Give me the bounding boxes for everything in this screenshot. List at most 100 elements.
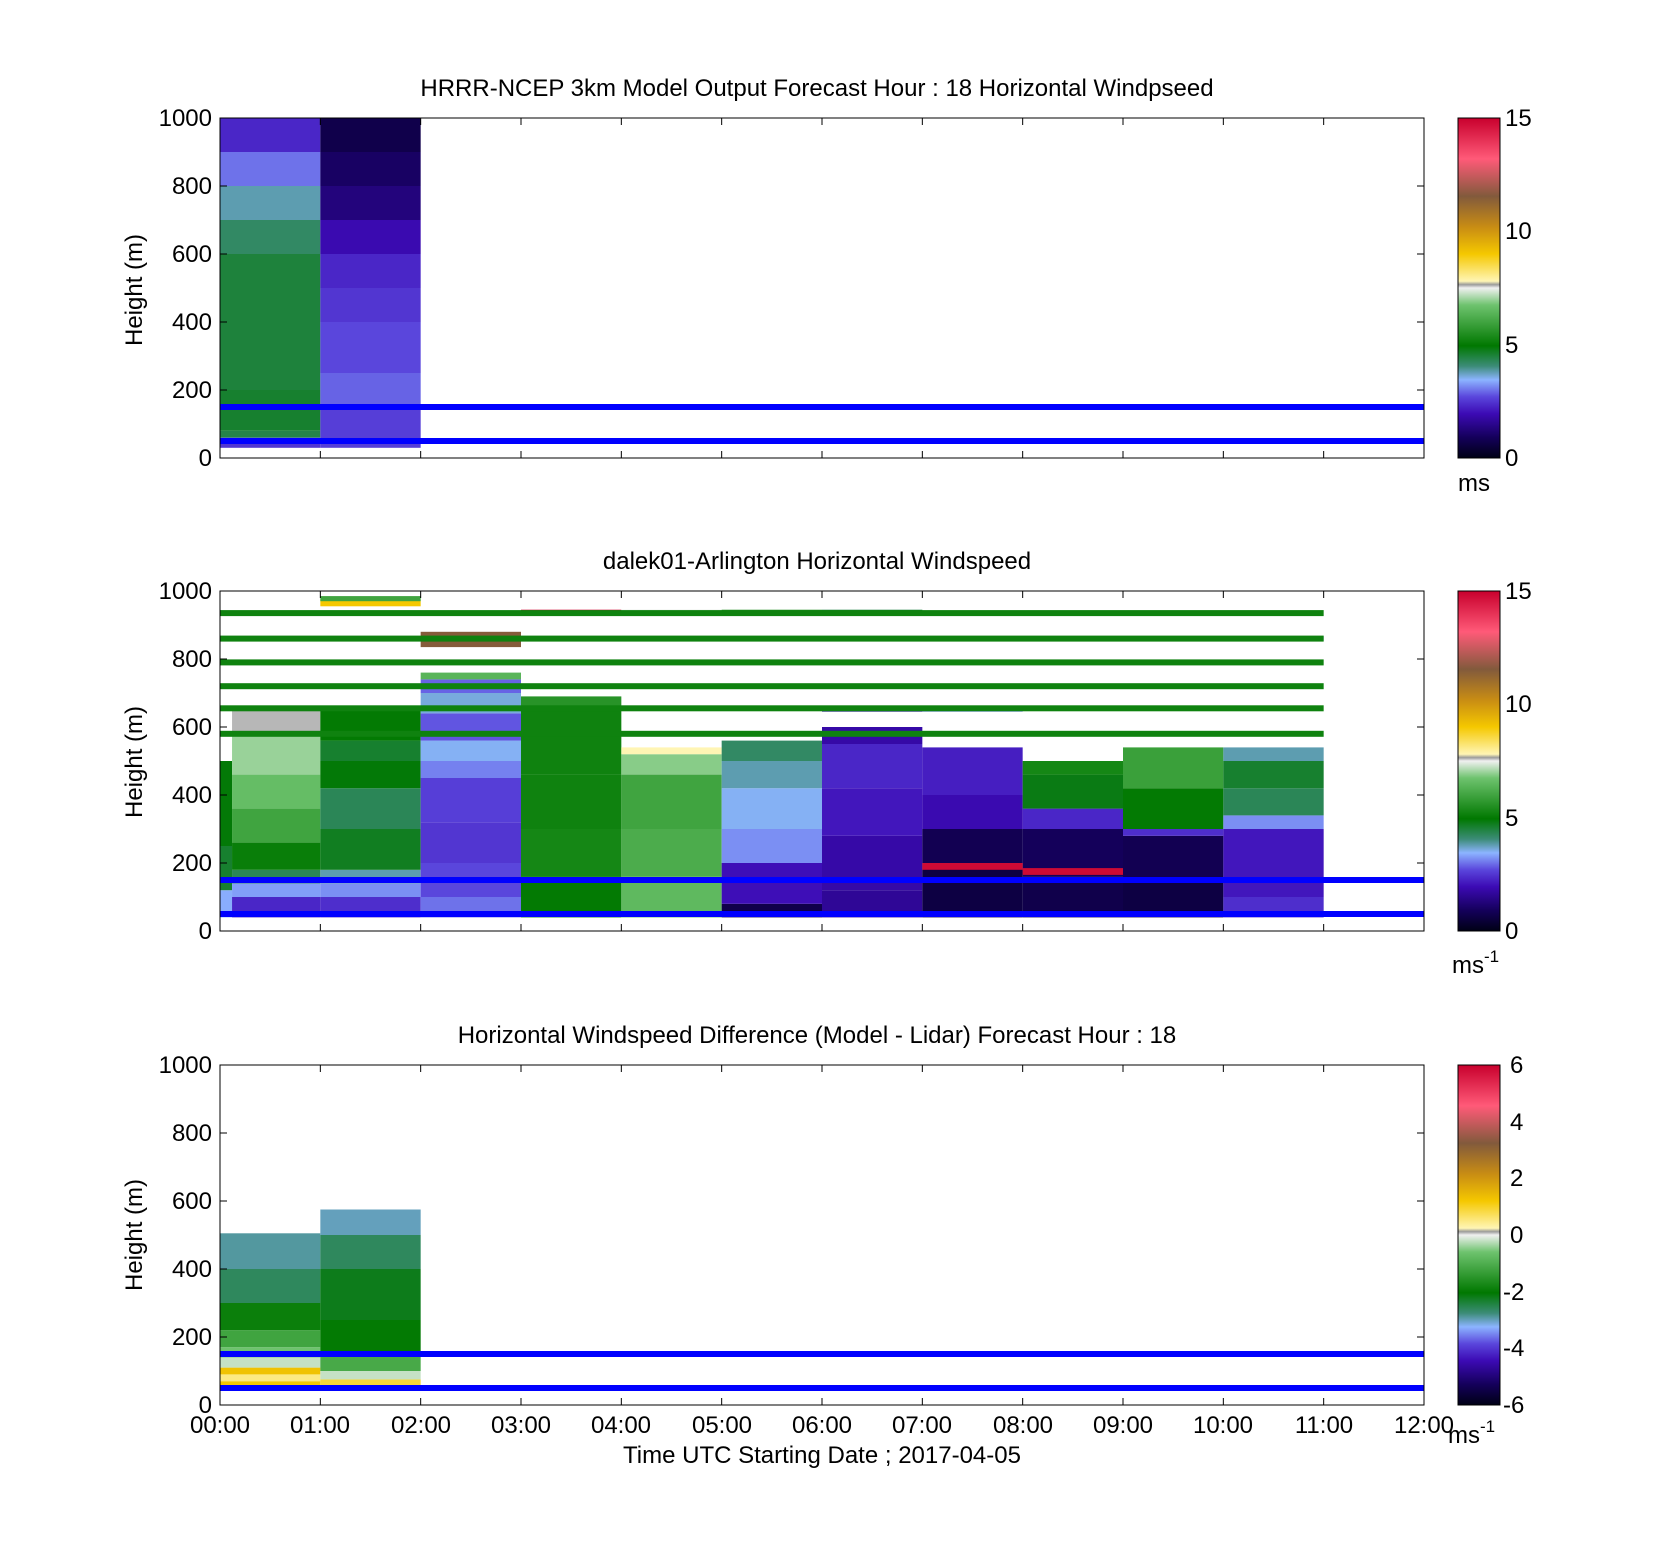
x-axis-label: Time UTC Starting Date ; 2017-04-05 — [623, 1442, 1021, 1469]
colorbar-gradient — [1457, 1064, 1501, 1406]
heatmap-cell — [320, 1379, 421, 1388]
heatmap-cell — [521, 876, 622, 918]
heatmap-cell — [320, 1269, 421, 1320]
heatmap-cell — [922, 829, 1023, 863]
heatmap-cell — [1022, 876, 1123, 918]
heatmap-cell — [420, 761, 521, 778]
colorbar-gradient — [1457, 117, 1501, 459]
x-tick-label: 08:00 — [993, 1412, 1053, 1439]
reference-line — [220, 404, 1424, 410]
heatmap-cell — [521, 710, 622, 775]
heatmap-cell — [721, 788, 822, 829]
x-tick-label: 04:00 — [591, 1412, 651, 1439]
y-axis-label: Height (m) — [121, 706, 148, 818]
panel-title: HRRR-NCEP 3km Model Output Forecast Hour… — [420, 75, 1213, 102]
heatmap-cell — [320, 761, 421, 789]
y-tick-label: 200 — [172, 377, 212, 404]
heatmap-cell — [220, 890, 233, 918]
heatmap-cell — [220, 254, 321, 390]
heatmap-cell — [220, 1381, 321, 1388]
heatmap-cell — [1123, 788, 1224, 829]
colorbar-tick-label: 15 — [1505, 578, 1532, 605]
axis-ticks — [220, 118, 1424, 458]
heatmap-cell — [220, 186, 321, 220]
colorbar-tick-label: 4 — [1510, 1109, 1523, 1136]
heatmap-cell — [320, 829, 421, 870]
colorbar-tick-label: -2 — [1503, 1279, 1524, 1306]
heatmap-band — [220, 635, 1324, 642]
heatmap-cell — [420, 740, 521, 761]
reference-lines — [220, 877, 1424, 917]
heatmap-cell — [1223, 829, 1324, 897]
colorbar-tick-label: -6 — [1503, 1392, 1524, 1419]
heatmap-cell — [220, 1357, 321, 1368]
heatmap-cell — [1223, 788, 1324, 816]
heatmap-cell — [521, 829, 622, 877]
heatmap-cell — [320, 1320, 421, 1354]
heatmap-cell — [922, 863, 1023, 870]
heatmap-cell — [1022, 761, 1123, 775]
x-tick-label: 05:00 — [692, 1412, 752, 1439]
reference-line — [220, 1385, 1424, 1391]
y-tick-label: 0 — [199, 918, 212, 945]
reference-lines — [220, 1351, 1424, 1391]
y-axis-label: Height (m) — [121, 234, 148, 346]
y-tick-label: 200 — [172, 1324, 212, 1351]
heatmap-cell — [1123, 747, 1224, 789]
colorbar-tick-label: 2 — [1510, 1165, 1523, 1192]
heatmap-cell — [220, 846, 233, 891]
heatmap-cell — [621, 747, 722, 755]
heatmap-cell — [220, 1269, 321, 1303]
heatmap-cell — [320, 1354, 421, 1371]
y-tick-label: 0 — [199, 445, 212, 472]
heatmap-cell — [822, 788, 923, 836]
colorbar-tick-label: 5 — [1505, 332, 1518, 359]
reference-line — [220, 877, 1424, 883]
heatmap-cell — [922, 747, 1023, 795]
heatmap-cell — [320, 186, 421, 220]
heatmap-cell — [220, 220, 321, 254]
heatmap-cell — [320, 596, 421, 602]
heatmap-cell — [922, 795, 1023, 829]
y-tick-label: 600 — [172, 241, 212, 268]
y-tick-label: 800 — [172, 1120, 212, 1147]
heatmap-cell — [232, 808, 321, 843]
heatmap-cells — [220, 118, 421, 448]
heatmap-cell — [721, 761, 822, 789]
panel-model: HRRR-NCEP 3km Model Output Forecast Hour… — [121, 75, 1532, 497]
y-tick-label: 400 — [172, 1256, 212, 1283]
y-tick-label: 1000 — [159, 105, 212, 132]
x-tick-label: 06:00 — [792, 1412, 852, 1439]
heatmap-cell — [1022, 808, 1123, 829]
heatmap-band — [220, 610, 1324, 617]
heatmap-cell — [320, 883, 421, 897]
x-tick-label: 12:00 — [1394, 1412, 1454, 1439]
reference-line — [220, 911, 1424, 917]
heatmap-cell — [220, 1374, 321, 1382]
heatmap-cell — [1022, 774, 1123, 809]
panel-lidar: dalek01-Arlington Horizontal Windspeed H… — [121, 548, 1532, 979]
heatmap-cell — [621, 774, 722, 829]
y-tick-label: 1000 — [159, 578, 212, 605]
heatmap-cell — [320, 740, 421, 761]
panel-difference: Horizontal Windspeed Difference (Model -… — [121, 1022, 1524, 1469]
colorbar: 0 5 10 15 ms — [1457, 105, 1532, 497]
axis-ticks — [220, 1065, 1424, 1405]
heatmap-cell — [621, 876, 722, 918]
x-tick-label: 09:00 — [1093, 1412, 1153, 1439]
colorbar-tick-label: 10 — [1505, 218, 1532, 245]
heatmap-cell — [721, 740, 822, 761]
heatmap-cell — [320, 373, 421, 407]
y-tick-label: 1000 — [159, 1052, 212, 1079]
heatmap-band — [220, 705, 1324, 712]
reference-line — [220, 438, 1424, 444]
y-tick-label: 400 — [172, 782, 212, 809]
colorbar-tick-label: 0 — [1510, 1222, 1523, 1249]
heatmap-cell — [1123, 835, 1224, 880]
heatmap-cell — [232, 883, 321, 897]
y-tick-label: 800 — [172, 646, 212, 673]
heatmap-cell — [1223, 761, 1324, 789]
heatmap-cell — [232, 774, 321, 809]
colorbar-unit: ms — [1458, 470, 1490, 497]
